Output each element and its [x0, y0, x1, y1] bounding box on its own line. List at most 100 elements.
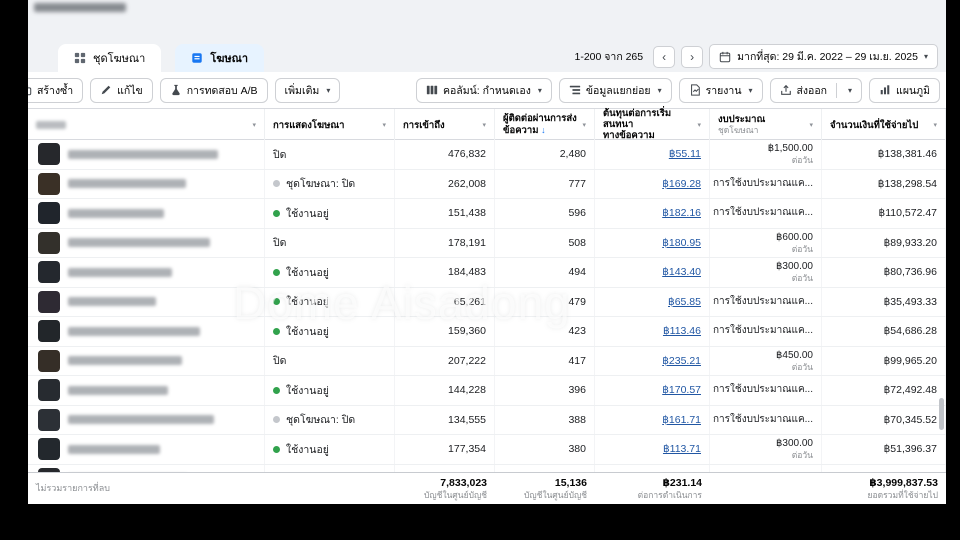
cost-cell: ฿113.46 [595, 317, 710, 346]
budget-subtext: ต่อวัน [791, 243, 813, 254]
reach-cell: 207,222 [395, 346, 495, 375]
campaign-breadcrumb-redacted [34, 3, 126, 12]
ad-name-cell [28, 464, 265, 472]
duplicate-button[interactable]: สร้างซ้ำ [28, 77, 84, 103]
table-row[interactable]: ใช้งานอยู่ 151,438 596 ฿182.16 การใช้งบป… [28, 199, 946, 229]
ads-manager-window: ชุดโฆษณา โฆษณา 1-200 จาก 265 ‹ › มากที่ส… [28, 0, 946, 504]
ad-name-redacted [68, 415, 214, 425]
sort-caret-icon[interactable]: ▾ [252, 122, 256, 130]
sort-caret-icon[interactable]: ▾ [697, 122, 701, 130]
vertical-scrollbar-thumb[interactable] [939, 398, 944, 430]
cost-value[interactable]: ฿113.46 [662, 325, 701, 338]
charts-button[interactable]: แผนภูมิ [869, 77, 940, 103]
cost-value[interactable]: ฿143.40 [662, 266, 701, 279]
sort-caret-icon[interactable]: ▾ [482, 122, 486, 130]
col-header-spent[interactable]: จำนวนเงินที่ใช้จ่ายไป ▾ [822, 109, 946, 142]
tab-adsets-label: ชุดโฆษณา [93, 53, 146, 65]
cost-value[interactable]: ฿161.71 [662, 413, 701, 426]
ad-name-redacted [68, 326, 200, 336]
breakdown-button[interactable]: ข้อมูลแยกย่อย ▾ [558, 77, 672, 103]
cost-value[interactable]: ฿180.95 [662, 236, 701, 249]
table-row[interactable]: ใช้งานอยู่ 65,261 479 ฿65.85 การใช้งบประ… [28, 287, 946, 317]
cost-value[interactable]: ฿55.11 [668, 148, 701, 161]
toolbar-right-group: คอลัมน์: กำหนดเอง ▾ ข้อมูลแยกย่อย ▾ รายง… [415, 77, 940, 103]
chevron-down-icon: ▾ [657, 85, 662, 95]
status-dot [273, 268, 280, 276]
tab-adsets[interactable]: ชุดโฆษณา [58, 44, 162, 72]
ad-thumbnail [38, 467, 60, 472]
chevron-down-icon: ▾ [537, 85, 542, 95]
ad-thumbnail [38, 202, 60, 225]
table-row[interactable]: ปิด 476,832 2,480 ฿55.11 ฿1,500.00 ต่อวั… [28, 140, 946, 170]
reach-cell: 262,008 [395, 169, 495, 198]
sort-caret-icon[interactable]: ▾ [582, 122, 586, 130]
cost-value[interactable]: ฿169.28 [662, 177, 701, 190]
export-button[interactable]: ส่งออก ▾ [769, 77, 863, 103]
pagination-prev-button[interactable]: ‹ [653, 45, 676, 68]
col-header-budget[interactable]: งบประมาณ ชุดโฆษณา ▾ [710, 109, 822, 142]
pencil-icon [100, 84, 112, 96]
ab-test-button[interactable]: การทดสอบ A/B [159, 77, 268, 103]
col-header-cost[interactable]: ต้นทุนต่อการเริ่มสนทนา ทางข้อความ ▾ [595, 108, 710, 142]
cost-value[interactable]: ฿182.16 [662, 207, 701, 220]
cost-value[interactable]: ฿113.71 [662, 443, 701, 456]
col-header-name[interactable]: ▾ [28, 109, 265, 142]
sort-caret-icon[interactable]: ▾ [933, 122, 937, 130]
budget-cell: ฿1,500.00 ต่อวัน [710, 140, 822, 169]
sort-caret-icon[interactable]: ▾ [809, 122, 813, 130]
spent-cell: ฿89,933.20 [822, 228, 946, 257]
cost-value[interactable]: ฿65.85 [668, 295, 701, 308]
budget-value: การใช้งบประมาณแค... [713, 177, 813, 189]
edit-button[interactable]: แก้ไข [90, 77, 153, 103]
ad-name-cell [28, 228, 265, 257]
chevron-down-icon: ▾ [848, 85, 853, 95]
reports-label: รายงาน [705, 84, 742, 97]
ad-thumbnail [38, 231, 60, 254]
pagination-next-button[interactable]: › [681, 45, 704, 68]
button-divider [836, 82, 838, 98]
delivery-cell: ชุดโฆษณา: ปิด [265, 169, 395, 198]
sort-desc-icon: ↓ [541, 124, 546, 135]
more-button[interactable]: เพิ่มเติม ▾ [274, 77, 341, 103]
budget-subtext: ต่อวัน [791, 361, 813, 372]
table-row[interactable]: ใช้งานอยู่ 184,483 494 ฿143.40 ฿300.00 ต… [28, 258, 946, 288]
ad-name-cell [28, 287, 265, 316]
table-row[interactable]: ปิด 207,222 417 ฿235.21 ฿450.00 ต่อวัน ฿… [28, 346, 946, 376]
contacts-cell: 479 [495, 287, 595, 316]
table-row[interactable]: ใช้งานอยู่ 177,354 380 ฿113.71 ฿300.00 ต… [28, 435, 946, 465]
table-row[interactable]: ชุดโฆษณา: ปิด 262,008 777 ฿169.28 การใช้… [28, 169, 946, 199]
delivery-status: ชุดโฆษณา: ปิด [286, 414, 356, 427]
chevron-left-icon: ‹ [662, 49, 667, 64]
budget-cell: ฿600.00 ต่อวัน [710, 228, 822, 257]
ad-name-cell [28, 258, 265, 287]
table-header: ▾ การแสดงโฆษณา ▾ การเข้าถึง ▾ ผู้ติดต่อผ… [28, 108, 946, 142]
col-header-delivery[interactable]: การแสดงโฆษณา ▾ [265, 109, 395, 142]
contacts-cell: 2,480 [495, 140, 595, 169]
columns-button[interactable]: คอลัมน์: กำหนดเอง ▾ [415, 77, 552, 103]
flask-icon [170, 84, 182, 96]
table-row-partial[interactable]: ใช้งานอยู่ [28, 464, 946, 472]
cost-value[interactable]: ฿235.21 [662, 354, 701, 367]
reports-button[interactable]: รายงาน ▾ [678, 77, 763, 103]
table-row[interactable]: ใช้งานอยู่ 159,360 423 ฿113.46 การใช้งบป… [28, 317, 946, 347]
status-dot [273, 298, 280, 306]
reach-cell: 65,261 [395, 287, 495, 316]
spent-value: ฿99,965.20 [883, 354, 937, 367]
ad-name-redacted [68, 356, 182, 366]
cost-value[interactable]: ฿170.57 [662, 384, 701, 397]
sort-caret-icon[interactable]: ▾ [382, 122, 386, 130]
col-header-contacts[interactable]: ผู้ติดต่อผ่านการส่ง ข้อความ ↓ ▾ [495, 109, 595, 142]
tab-ads[interactable]: โฆษณา [175, 44, 265, 72]
table-row[interactable]: ใช้งานอยู่ 144,228 396 ฿170.57 การใช้งบป… [28, 376, 946, 406]
col-header-reach[interactable]: การเข้าถึง ▾ [395, 109, 495, 142]
cost-cell: ฿235.21 [595, 346, 710, 375]
budget-value: การใช้งบประมาณแค... [713, 384, 813, 396]
date-range-button[interactable]: มากที่สุด: 29 มี.ค. 2022 – 29 เม.ย. 2025… [709, 44, 938, 69]
cost-cell: ฿170.57 [595, 376, 710, 405]
footer-cost-total: ฿231.14 ต่อการดำเนินการ [637, 477, 702, 500]
ad-name-redacted [68, 444, 160, 454]
table-row[interactable]: ปิด 178,191 508 ฿180.95 ฿600.00 ต่อวัน ฿… [28, 228, 946, 258]
budget-value: ฿450.00 [776, 349, 813, 361]
contacts-cell: 777 [495, 169, 595, 198]
table-row[interactable]: ชุดโฆษณา: ปิด 134,555 388 ฿161.71 การใช้… [28, 405, 946, 435]
